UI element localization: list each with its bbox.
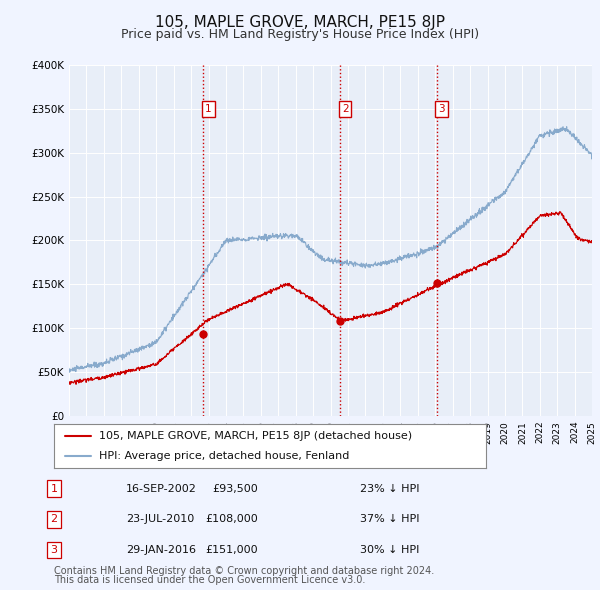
Text: 3: 3 [439, 104, 445, 114]
Text: 16-SEP-2002: 16-SEP-2002 [126, 484, 197, 493]
Text: 1: 1 [205, 104, 212, 114]
Text: 105, MAPLE GROVE, MARCH, PE15 8JP: 105, MAPLE GROVE, MARCH, PE15 8JP [155, 15, 445, 30]
Text: £93,500: £93,500 [212, 484, 258, 493]
Text: 37% ↓ HPI: 37% ↓ HPI [360, 514, 419, 524]
Text: 29-JAN-2016: 29-JAN-2016 [126, 545, 196, 555]
Text: £151,000: £151,000 [205, 545, 258, 555]
Text: HPI: Average price, detached house, Fenland: HPI: Average price, detached house, Fenl… [100, 451, 350, 461]
Text: 2: 2 [50, 514, 58, 524]
Text: Contains HM Land Registry data © Crown copyright and database right 2024.: Contains HM Land Registry data © Crown c… [54, 566, 434, 576]
Text: 23-JUL-2010: 23-JUL-2010 [126, 514, 194, 524]
Text: 1: 1 [50, 484, 58, 493]
Text: 105, MAPLE GROVE, MARCH, PE15 8JP (detached house): 105, MAPLE GROVE, MARCH, PE15 8JP (detac… [100, 431, 412, 441]
Text: 23% ↓ HPI: 23% ↓ HPI [360, 484, 419, 493]
Text: 3: 3 [50, 545, 58, 555]
Text: 2: 2 [342, 104, 349, 114]
Text: This data is licensed under the Open Government Licence v3.0.: This data is licensed under the Open Gov… [54, 575, 365, 585]
Text: 30% ↓ HPI: 30% ↓ HPI [360, 545, 419, 555]
Text: £108,000: £108,000 [205, 514, 258, 524]
Text: Price paid vs. HM Land Registry's House Price Index (HPI): Price paid vs. HM Land Registry's House … [121, 28, 479, 41]
